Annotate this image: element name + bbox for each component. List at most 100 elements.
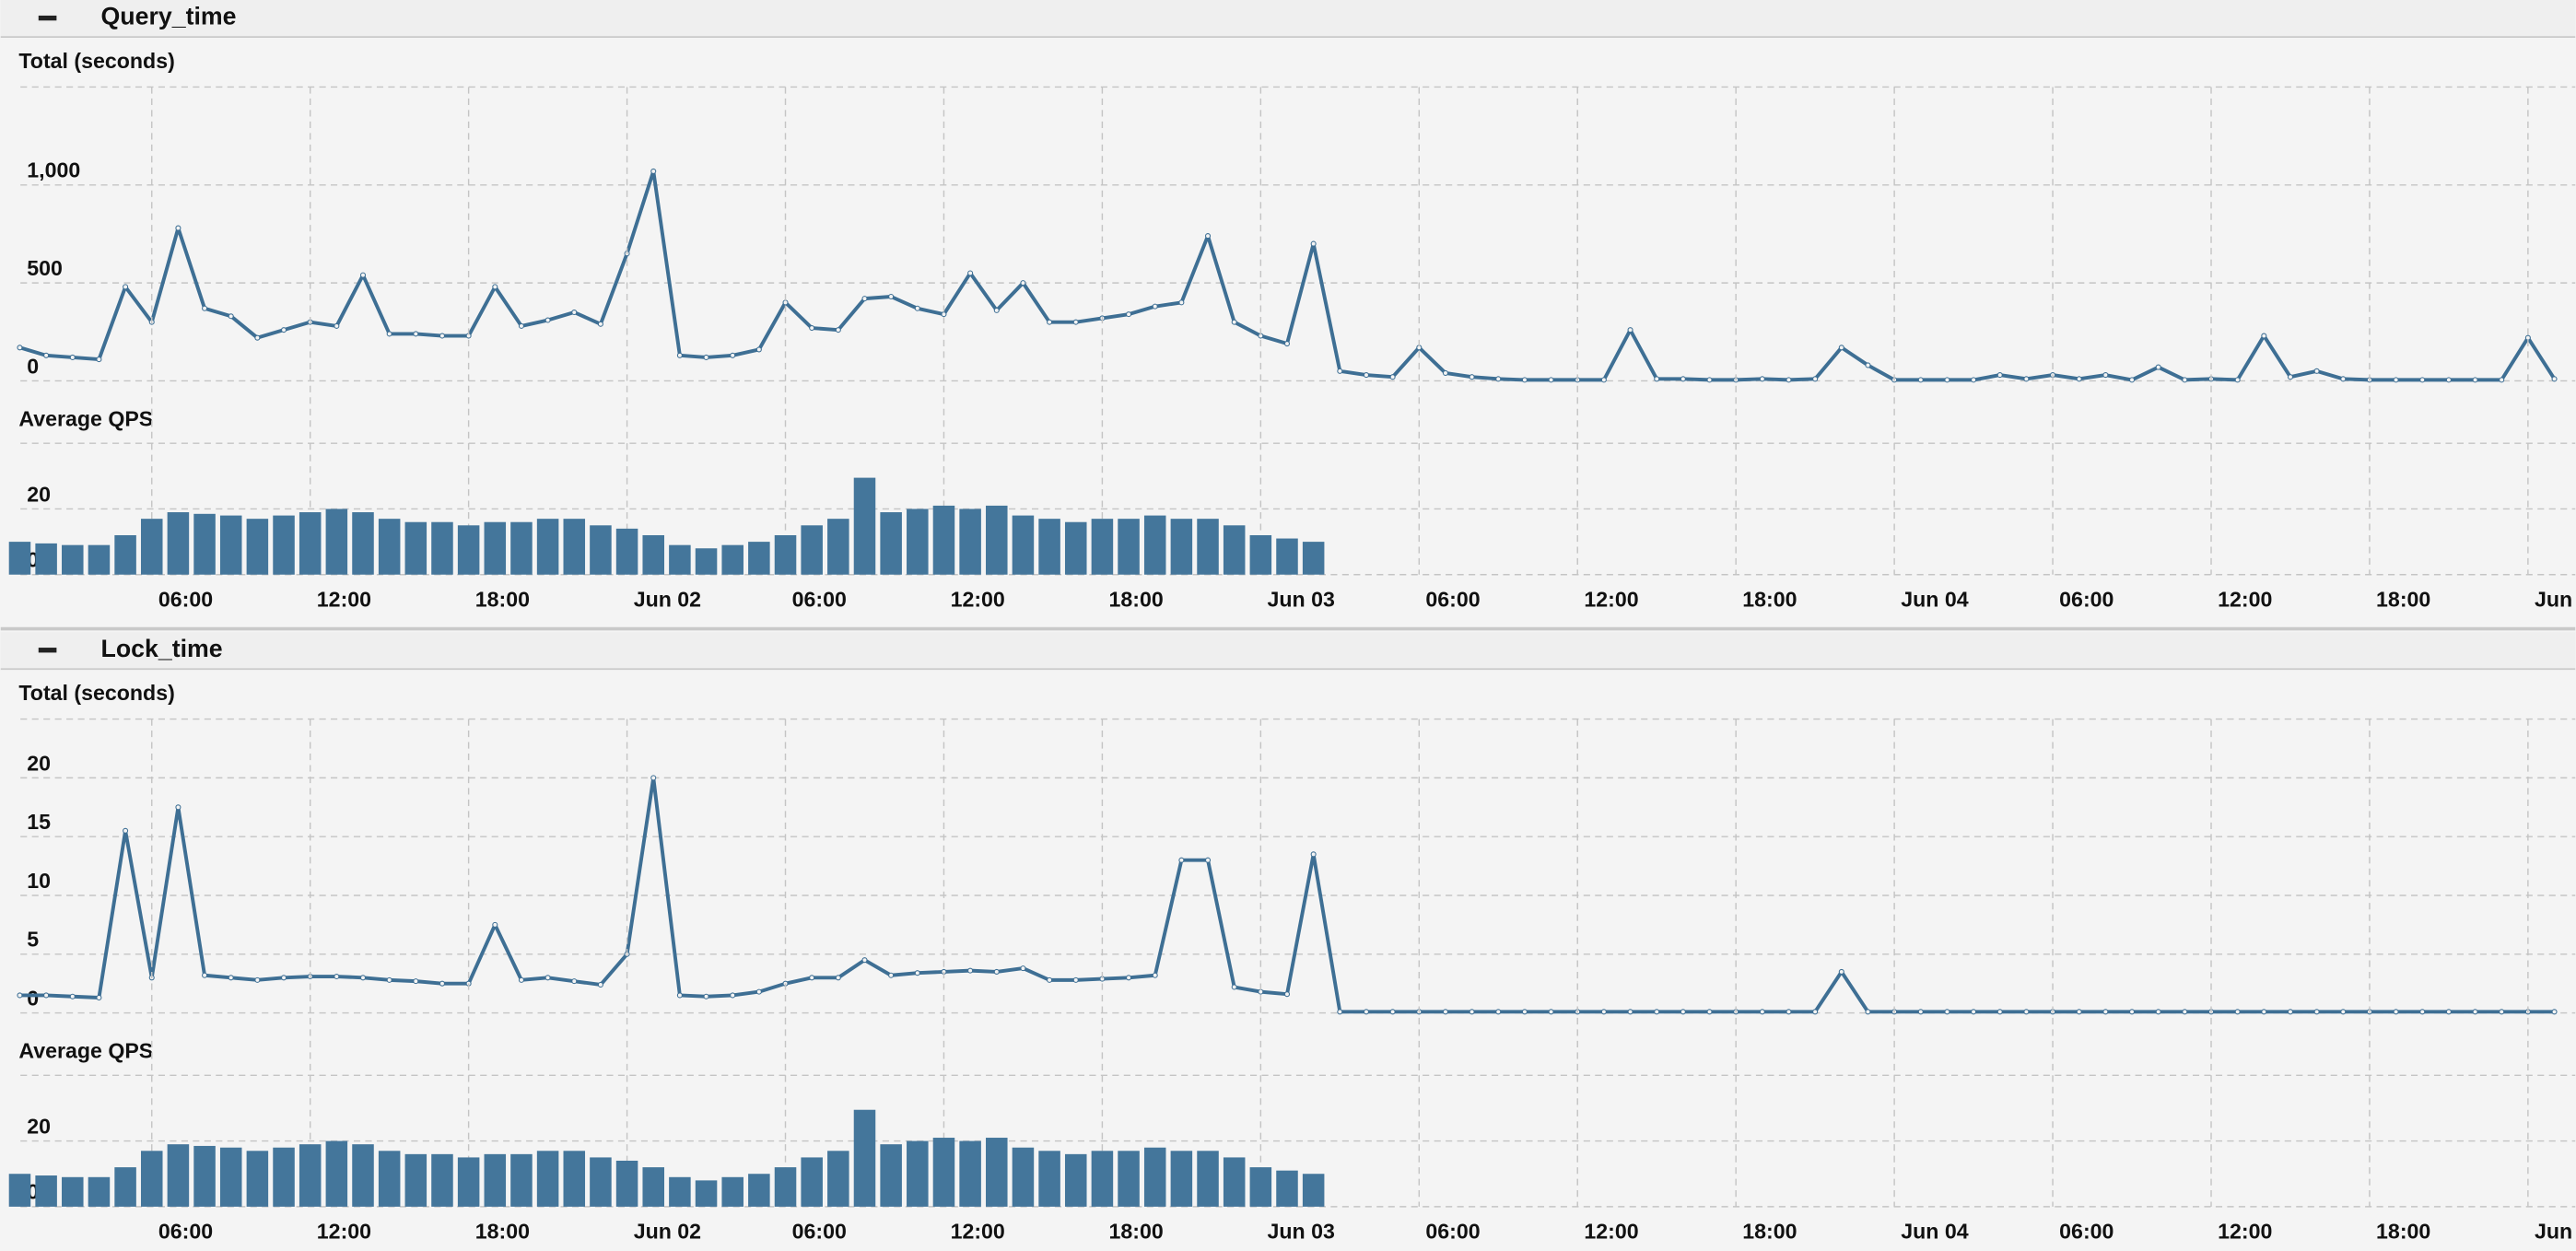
bar xyxy=(907,1140,929,1207)
data-point xyxy=(202,972,208,978)
chart-title: Average QPS xyxy=(18,1038,153,1062)
data-point xyxy=(2155,364,2161,370)
data-point xyxy=(1786,1009,1792,1015)
data-point xyxy=(1072,319,1079,325)
data-point xyxy=(1600,377,1607,383)
data-point xyxy=(1521,1009,1528,1015)
bar xyxy=(1249,1167,1272,1207)
x-tick-label: 18:00 xyxy=(1109,1220,1164,1244)
data-point xyxy=(1020,280,1026,286)
bar xyxy=(140,519,163,575)
data-point xyxy=(1706,1009,1713,1015)
bar xyxy=(431,1153,453,1207)
data-point xyxy=(1310,851,1317,858)
data-point xyxy=(1389,1009,1396,1015)
data-point xyxy=(1072,976,1079,983)
data-point xyxy=(17,992,23,999)
data-point xyxy=(2313,1009,2320,1015)
charts: Total (seconds) 0 500 1,000 Average QPS 0 20 06… xyxy=(8,49,2576,1244)
data-point xyxy=(676,352,683,358)
panel-header xyxy=(0,0,2576,37)
data-point xyxy=(2393,377,2399,383)
data-point xyxy=(544,317,551,323)
bar xyxy=(1118,1151,1140,1207)
bar xyxy=(1170,519,1193,575)
data-point xyxy=(967,967,974,974)
y-tick-label: 0 xyxy=(27,986,39,1010)
x-tick-label: Jun 02 xyxy=(634,587,701,611)
data-point xyxy=(1469,1009,1475,1015)
bar xyxy=(827,519,849,575)
data-point xyxy=(2182,377,2188,383)
data-point xyxy=(888,972,895,978)
data-point xyxy=(2340,376,2347,382)
data-point xyxy=(2261,1009,2267,1015)
data-point xyxy=(1152,303,1158,310)
data-point xyxy=(571,978,578,985)
bar xyxy=(932,505,955,575)
data-point xyxy=(2287,374,2293,380)
data-point xyxy=(1971,377,1977,383)
x-tick-label: 18:00 xyxy=(475,1220,530,1244)
chart-title: Total (seconds) xyxy=(18,681,174,705)
x-tick-label: 12:00 xyxy=(1584,1220,1638,1244)
data-point xyxy=(1283,341,1291,347)
data-point xyxy=(703,354,709,360)
x-tick-label: 06:00 xyxy=(158,1220,213,1244)
data-point xyxy=(1310,240,1317,247)
panel-title: Lock_time xyxy=(101,635,223,662)
panel-header xyxy=(0,632,2576,669)
data-point xyxy=(439,333,446,339)
x-tick-label: 12:00 xyxy=(2218,1220,2272,1244)
x-tick-label: Jun 03 xyxy=(1267,587,1334,611)
y-tick-label: 10 xyxy=(27,869,51,893)
bar xyxy=(457,525,480,575)
x-tick-label: 18:00 xyxy=(2376,1220,2430,1244)
data-point xyxy=(2234,377,2241,383)
data-point xyxy=(1917,1009,1924,1015)
bar xyxy=(1038,1151,1060,1207)
data-point xyxy=(2499,1009,2505,1015)
bar xyxy=(748,542,770,575)
data-point xyxy=(1838,345,1844,351)
bar xyxy=(827,1151,849,1207)
data-point xyxy=(1363,372,1370,379)
bar xyxy=(219,1147,242,1207)
bar xyxy=(325,1140,348,1207)
data-point xyxy=(2340,1009,2347,1015)
data-point xyxy=(413,331,419,337)
data-point xyxy=(914,970,920,976)
data-point xyxy=(1205,233,1212,240)
data-point xyxy=(809,325,815,332)
bar xyxy=(510,1153,533,1207)
data-point xyxy=(1205,857,1212,863)
data-point xyxy=(650,775,657,781)
data-point xyxy=(544,975,551,981)
x-tick-label: Jun 05 xyxy=(2535,587,2576,611)
data-point xyxy=(359,272,367,278)
bar xyxy=(484,1153,507,1207)
x-tick-label: 12:00 xyxy=(1584,587,1638,611)
data-point xyxy=(1759,376,1765,382)
data-point xyxy=(1231,319,1237,325)
data-point xyxy=(2023,1009,2030,1015)
x-tick-label: Jun 04 xyxy=(1901,587,1968,611)
x-tick-label: 06:00 xyxy=(792,587,847,611)
collapse-button[interactable] xyxy=(38,648,57,653)
data-point xyxy=(334,322,340,329)
bar xyxy=(219,515,242,575)
data-point xyxy=(2234,1009,2241,1015)
bar xyxy=(563,519,586,575)
data-point xyxy=(228,313,234,320)
bar xyxy=(457,1157,480,1207)
collapse-button[interactable] xyxy=(38,15,57,21)
bar xyxy=(695,1180,718,1207)
bar xyxy=(114,1167,136,1207)
bar xyxy=(140,1151,163,1207)
data-point xyxy=(96,994,102,1001)
bar xyxy=(404,521,427,575)
data-point xyxy=(1548,377,1554,383)
bar xyxy=(378,1151,401,1207)
